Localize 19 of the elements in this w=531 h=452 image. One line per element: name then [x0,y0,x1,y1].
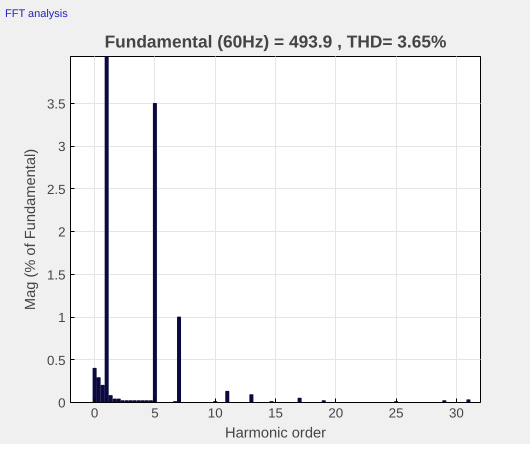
x-axis-title: Harmonic order [225,426,326,442]
x-tick-label: 30 [448,406,464,420]
text: FFT analysis [5,8,68,20]
y-tick-label: 2 [58,224,66,240]
x-tick-label: 0 [90,406,98,420]
x-tick-label: 15 [268,406,283,420]
chart-title: Fundamental (60Hz) = 493.9 , THD= 3.65% [104,32,446,52]
x-tick-label: 10 [208,406,223,420]
y-tick-label: 1 [58,310,66,326]
y-tick-label: 3 [58,139,66,154]
x-tick-label: 20 [328,406,344,420]
y-tick-label: 0 [58,396,66,410]
y-axis-title: Mag (% of Fundamental) [22,148,39,310]
y-tick-label: 0.5 [46,352,66,368]
y-tick-label: 2.5 [46,182,66,197]
y-tick-label: 3.5 [46,96,66,112]
x-tick-label: 25 [388,406,404,420]
y-tick-label: 1.5 [46,267,66,282]
x-tick-label: 5 [151,406,159,420]
